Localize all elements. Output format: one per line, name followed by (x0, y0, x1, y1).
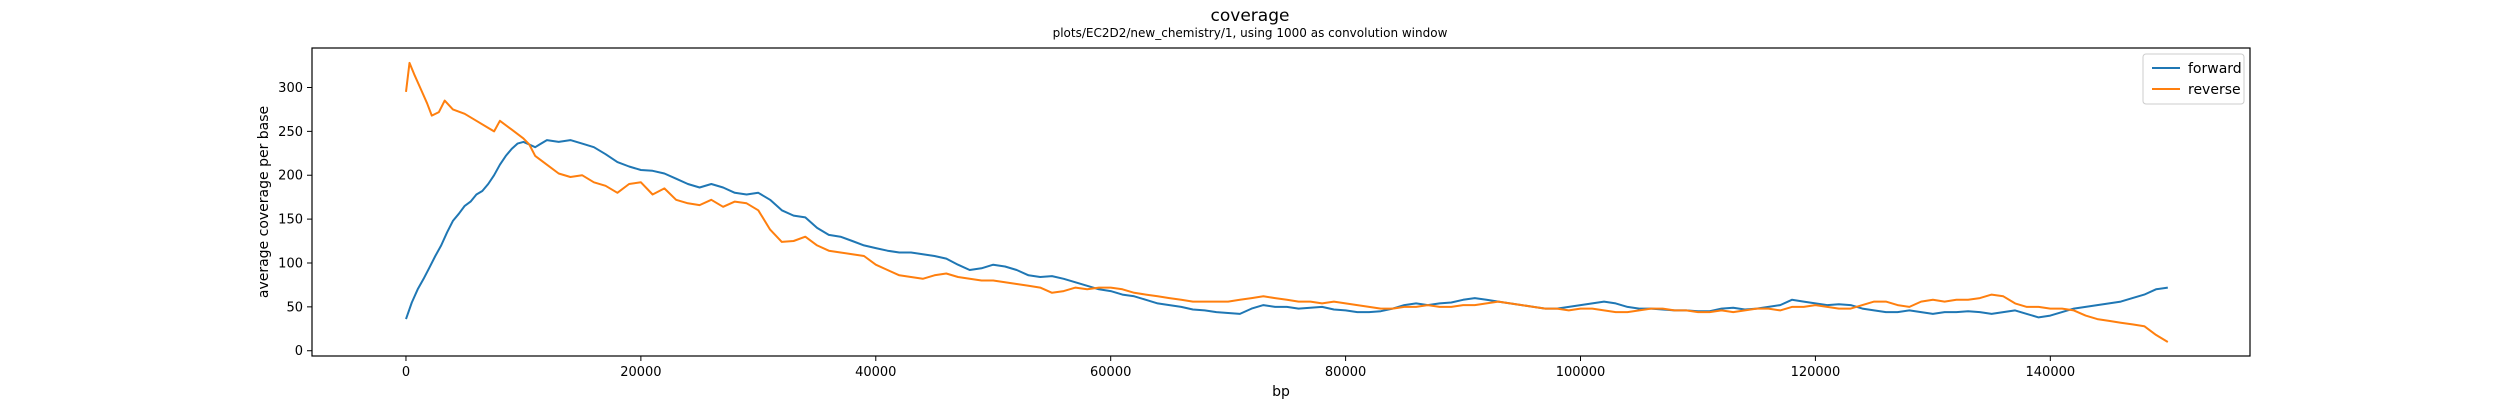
legend-label-forward: forward (2188, 61, 2242, 77)
series-line-reverse (405, 61, 2169, 343)
y-axis-ticks: 0 50 100 150 200 250 300 (278, 81, 312, 359)
x-tick-label: 20000 (620, 365, 661, 380)
y-tick-label: 250 (278, 125, 303, 140)
x-axis-label: bp (1272, 384, 1290, 400)
legend-label-reverse: reverse (2188, 82, 2241, 98)
series-line-forward (405, 139, 2168, 320)
y-axis-label: average coverage per base (256, 106, 272, 298)
x-tick-label: 60000 (1090, 365, 1131, 380)
y-tick-label: 50 (286, 300, 303, 315)
x-tick-label: 120000 (1791, 365, 1841, 380)
y-tick-label: 150 (278, 213, 303, 228)
y-tick-label: 200 (278, 169, 303, 184)
x-tick-label: 80000 (1325, 365, 1366, 380)
legend: forward reverse (2142, 53, 2245, 105)
chart-title: coverage (1211, 6, 1290, 26)
x-axis-ticks: 0 20000 40000 60000 80000 100000 120000 140000 (402, 356, 2075, 380)
x-tick-label: 0 (402, 365, 410, 380)
x-tick-label: 100000 (1556, 365, 1606, 380)
y-tick-label: 300 (278, 81, 303, 96)
x-tick-label: 140000 (2026, 365, 2076, 380)
x-tick-label: 40000 (855, 365, 896, 380)
plot-frame (311, 47, 2251, 357)
legend-box (2142, 53, 2245, 105)
y-tick-label: 100 (278, 256, 303, 271)
y-tick-label: 0 (295, 344, 303, 359)
chart-subtitle: plots/EC2D2/new_chemistry/1, using 1000 … (1053, 26, 1448, 40)
series-layer (405, 61, 2169, 343)
